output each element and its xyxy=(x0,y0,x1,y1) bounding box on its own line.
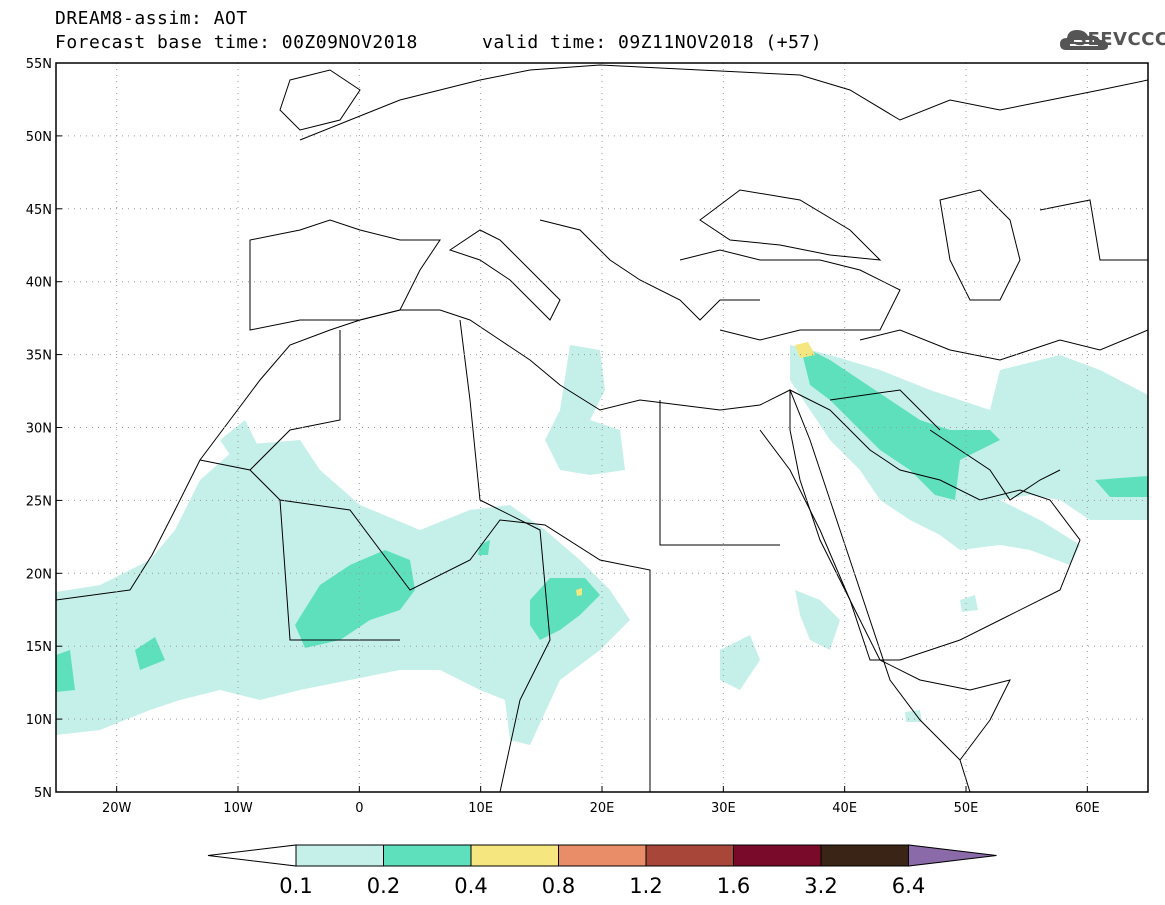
colorbar: 0.1 0.2 0.4 0.8 1.2 1.6 3.2 6.4 xyxy=(207,844,997,898)
lon-tick-label: 10W xyxy=(223,801,253,816)
lon-tick-label: 20E xyxy=(590,801,615,816)
iberia-coast xyxy=(249,219,441,331)
lat-tick-label: 15N xyxy=(26,640,52,655)
aot-region-atlantic xyxy=(56,650,75,692)
aot-region-sudan xyxy=(795,590,840,650)
colorbar-label: 0.2 xyxy=(367,874,400,898)
italy-coast xyxy=(448,229,561,321)
red-sea xyxy=(759,429,881,661)
border-1 xyxy=(199,459,651,792)
colorbar-label: 1.2 xyxy=(629,874,662,898)
border-5 xyxy=(249,330,341,471)
horn-of-africa xyxy=(879,659,1011,761)
aot-region-niger xyxy=(478,540,490,555)
lon-tick-label: 50E xyxy=(954,801,979,816)
colorbar-segment xyxy=(820,844,909,867)
graticule xyxy=(56,63,1148,792)
aot-region-somalia xyxy=(905,710,922,722)
lat-tick-label: 10N xyxy=(26,713,52,728)
lat-tick-label: 35N xyxy=(26,349,52,364)
lon-tick-label: 40E xyxy=(832,801,857,816)
colorbar-label: 6.4 xyxy=(892,874,925,898)
colorbar-arrow-right xyxy=(908,844,997,867)
aot-region-libya xyxy=(545,345,625,475)
border-7 xyxy=(1039,199,1148,261)
aot-region-yemen xyxy=(960,595,978,612)
anatolia-coast xyxy=(679,249,901,341)
lat-tick-label: 55N xyxy=(26,57,52,72)
axis-ticks: 20W 10W 0 10E 20E 30E 40E 50E 60E 55N 50N 45N 40N 35N… xyxy=(26,57,1100,816)
colorbar-label: 0.4 xyxy=(454,874,487,898)
arabian-peninsula xyxy=(789,389,1081,661)
aot-region-chad-peak xyxy=(576,588,582,596)
lat-tick-label: 25N xyxy=(26,494,52,509)
lon-tick-label: 30E xyxy=(711,801,736,816)
valid-time: valid time: 09Z11NOV2018 (+57) xyxy=(482,32,823,53)
colorbar-segment xyxy=(558,844,647,867)
aot-shading xyxy=(56,342,1148,745)
lat-tick-label: 40N xyxy=(26,276,52,291)
colorbar-label: 0.1 xyxy=(279,874,312,898)
aot-region-gulf xyxy=(1095,476,1148,497)
lon-tick-label: 0 xyxy=(355,801,363,816)
coastlines xyxy=(56,64,1148,792)
colorbar-segment xyxy=(645,844,734,867)
lat-tick-label: 5N xyxy=(34,786,52,801)
cloud-logo-icon xyxy=(1060,30,1108,50)
border-2 xyxy=(459,319,551,792)
europe-north xyxy=(299,64,1148,141)
aot-region-ethiopia xyxy=(720,635,760,690)
chart-title: DREAM8-assim: AOT xyxy=(55,8,248,29)
colorbar-segment xyxy=(383,844,472,867)
black-sea xyxy=(699,189,882,261)
caspian-sea xyxy=(939,189,1021,301)
lat-tick-label: 50N xyxy=(26,130,52,145)
logo-text: SEEVCCC xyxy=(1074,29,1165,50)
persian-gulf xyxy=(929,429,1061,501)
border-3 xyxy=(659,400,780,546)
aot-region-west-coast xyxy=(220,420,260,470)
balkans-coast xyxy=(539,219,760,321)
aot-region-iraq xyxy=(800,345,1000,500)
colorbar-segment xyxy=(295,844,384,867)
forecast-base-time: Forecast base time: 00Z09NOV2018 xyxy=(55,32,418,53)
lat-tick-label: 30N xyxy=(26,422,52,437)
colorbar-segment xyxy=(470,844,559,867)
aot-region-syria-peak xyxy=(795,342,815,358)
border-6 xyxy=(829,329,1148,431)
lon-tick-label: 20W xyxy=(102,801,132,816)
colorbar-arrow-left xyxy=(207,844,297,867)
lon-tick-label: 10E xyxy=(468,801,493,816)
border-4 xyxy=(279,499,400,641)
aot-region-chad xyxy=(530,578,600,640)
africa-coast xyxy=(56,309,971,792)
lat-tick-label: 45N xyxy=(26,203,52,218)
lat-tick-label: 20N xyxy=(26,567,52,582)
colorbar-label: 1.6 xyxy=(717,874,750,898)
colorbar-label: 0.8 xyxy=(542,874,575,898)
aot-region-mauritania-mali xyxy=(295,550,415,648)
lon-tick-label: 60E xyxy=(1075,801,1100,816)
aot-region-senegal xyxy=(135,637,165,670)
colorbar-segment xyxy=(733,844,822,867)
colorbar-label: 3.2 xyxy=(804,874,837,898)
uk-coast xyxy=(279,69,361,131)
